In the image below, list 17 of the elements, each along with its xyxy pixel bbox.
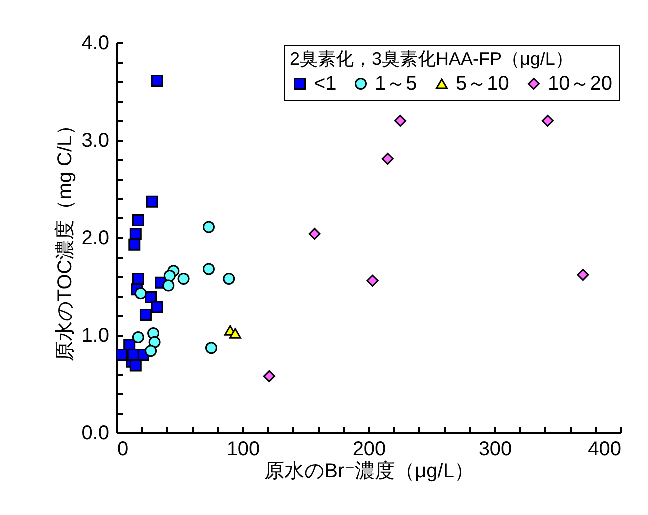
legend-label: 5～10 (456, 73, 510, 95)
x-tick-label: 300 (478, 438, 512, 460)
y-tick-label: 3.0 (82, 130, 110, 152)
y-tick-label: 4.0 (82, 32, 110, 54)
legend-label: 10～20 (548, 73, 612, 95)
legend-label: 1～5 (375, 73, 418, 95)
x-tick-label: 200 (352, 438, 386, 460)
x-tick-label: 0 (118, 438, 129, 460)
y-axis-title: 原水のTOC濃度（mg C/L） (54, 115, 77, 362)
y-tick-label: 0.0 (82, 422, 110, 444)
legend-label: <1 (314, 73, 337, 95)
x-tick-label: 100 (226, 438, 260, 460)
x-tick-label: 400 (588, 438, 622, 460)
y-tick-label: 1.0 (82, 325, 110, 347)
legend-title: 2臭素化，3臭素化HAA-FP（μg/L） (290, 49, 574, 69)
y-tick-label: 2.0 (82, 228, 110, 250)
x-axis-title: 原水のBr⁻濃度（μg/L） (264, 460, 474, 482)
